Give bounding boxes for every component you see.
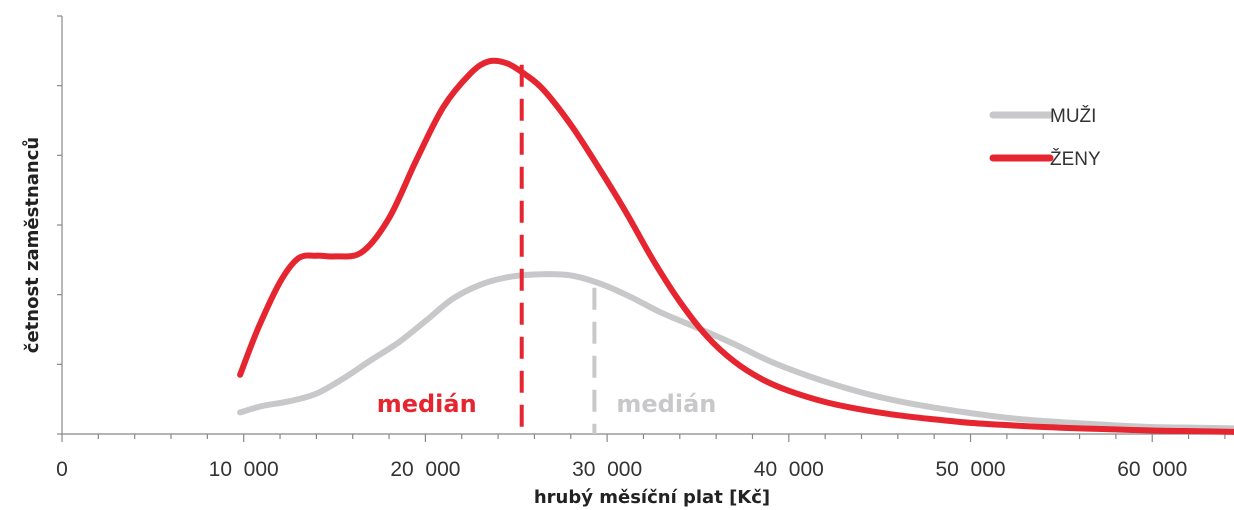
y-ticks — [57, 15, 62, 435]
x-tick-label: 40 000 — [754, 458, 824, 481]
x-tick-labels: 0 10 000 20 000 30 000 40 000 50 000 60 000 — [56, 458, 1187, 481]
x-axis-title: hrubý měsíční plat [Kč] — [534, 487, 770, 508]
x-tick-label: 60 000 — [1117, 458, 1187, 481]
series-layer — [237, 57, 1234, 435]
x-ticks — [61, 434, 1226, 442]
median-label: medián — [377, 390, 477, 418]
x-tick-label: 50 000 — [935, 458, 1005, 481]
x-tick-label: 20 000 — [390, 458, 460, 481]
x-tick-label: 0 — [56, 458, 68, 481]
legend-label: ŽENY — [1050, 148, 1101, 170]
x-tick-label: 30 000 — [572, 458, 642, 481]
legend-label: MUŽI — [1050, 105, 1096, 127]
x-tick-label: 10 000 — [209, 458, 279, 481]
median-label: medián — [616, 390, 716, 418]
series-line-muzi — [237, 271, 1234, 432]
axes: 0 10 000 20 000 30 000 40 000 50 000 60 000 — [56, 15, 1234, 481]
median-layer: medián medián — [377, 64, 716, 434]
series-line-zeny — [237, 57, 1234, 435]
y-axis-title: četnost zaměstnanců — [21, 137, 43, 353]
legend: MUŽI ŽENY — [989, 105, 1101, 170]
